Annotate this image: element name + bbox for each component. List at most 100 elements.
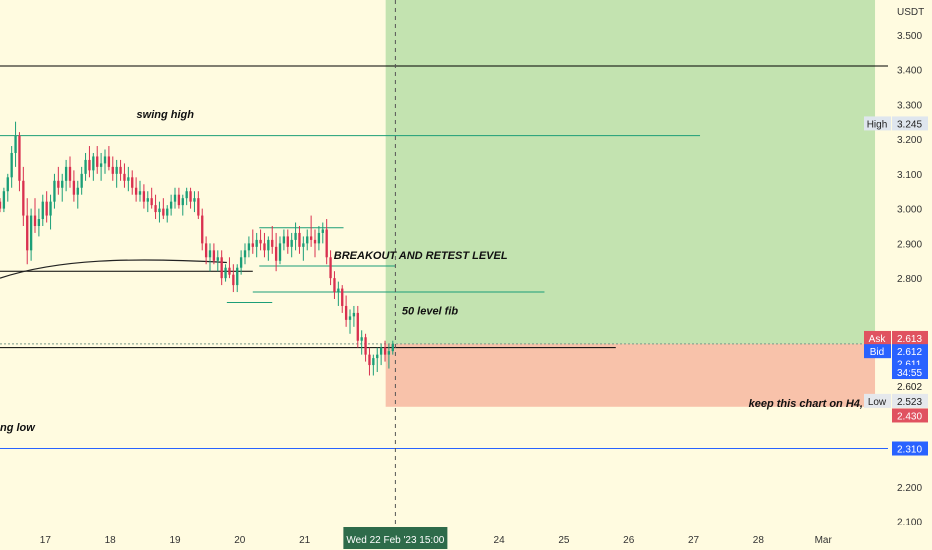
annotation-text: swing high (137, 109, 195, 121)
price-tick-label: 2.200 (897, 483, 922, 494)
candle (348, 309, 352, 334)
price-tag-name: Ask (869, 334, 887, 345)
candle-body (154, 205, 157, 213)
price-tag-box (892, 116, 928, 131)
candle-body (274, 246, 278, 261)
candle (49, 194, 52, 230)
candle (107, 146, 111, 171)
candle-body (325, 229, 328, 258)
price-tick-label: 3.500 (897, 31, 922, 42)
candle-body (228, 267, 231, 275)
candle-body (197, 198, 200, 216)
candle-body (33, 215, 37, 226)
price-tick-label: 3.100 (897, 170, 922, 181)
candle-body (68, 166, 72, 181)
candle (379, 344, 383, 366)
candle (197, 191, 200, 220)
price-tag-value: 2.310 (897, 445, 922, 456)
candle (286, 229, 289, 254)
candle (251, 229, 254, 254)
time-tick-label: 21 (299, 535, 311, 546)
candle (162, 198, 165, 220)
candle (337, 281, 340, 306)
candle-body (2, 191, 6, 209)
candle (185, 187, 188, 206)
candle-body (306, 236, 309, 244)
candle-body (103, 156, 107, 164)
candle-body (368, 354, 371, 366)
candle-body (107, 156, 111, 167)
candle (6, 173, 9, 202)
candle (146, 191, 149, 213)
price-tick-label: 3.000 (897, 205, 922, 216)
price-tag-value: 2.602 (897, 382, 922, 393)
candle-body (239, 257, 243, 268)
candle (247, 236, 251, 258)
candle (290, 232, 293, 258)
candle (329, 250, 332, 286)
candle-body (111, 166, 114, 174)
candle (282, 229, 286, 251)
candle-body (259, 239, 262, 244)
candle-body (313, 239, 317, 244)
candle (271, 225, 274, 254)
candle-body (185, 191, 188, 199)
candle (131, 170, 134, 195)
candle-body (333, 278, 336, 293)
crosshair-time-tag (343, 527, 448, 549)
candle (76, 180, 79, 209)
candle (220, 250, 223, 286)
candle (212, 243, 216, 265)
candle-body (189, 191, 192, 202)
candle (325, 219, 328, 265)
price-tag-value: 3.245 (897, 119, 922, 130)
price-tag-box (892, 393, 928, 408)
price-tag-value: 2.523 (897, 397, 922, 408)
candle-body (204, 243, 208, 258)
candle (298, 225, 301, 254)
candle (22, 166, 25, 226)
candle-body (53, 180, 56, 202)
candle (18, 132, 21, 192)
candle (383, 340, 387, 362)
candle (193, 191, 196, 213)
candle-body (356, 312, 359, 341)
candle-body (243, 250, 247, 258)
candle (368, 347, 371, 376)
time-tick-label: 28 (753, 535, 765, 546)
price-tick-label: 2.900 (897, 239, 922, 250)
candle-body (173, 194, 177, 202)
time-tick-label: 19 (169, 535, 181, 546)
candle-body (166, 208, 169, 216)
candle-body (286, 236, 289, 247)
candle (68, 156, 72, 188)
candle (309, 215, 313, 247)
price-tag-box (892, 408, 928, 423)
candle-body (10, 152, 13, 178)
price-tick-label: 3.200 (897, 135, 922, 146)
candle (255, 232, 258, 258)
price-tag-value: 34:55 (897, 368, 922, 379)
candle (134, 177, 138, 202)
candle-body (232, 274, 235, 286)
candle (317, 225, 321, 251)
candle-body (92, 156, 95, 171)
candle-body (201, 215, 204, 244)
candle (224, 264, 227, 282)
candle-body (84, 159, 87, 174)
candle-body (88, 159, 91, 171)
price-tag-value: 2.611 (897, 359, 922, 370)
price-axis-background[interactable] (888, 0, 932, 525)
candle (0, 198, 2, 213)
candle (302, 236, 305, 261)
time-axis-background[interactable] (0, 525, 932, 550)
candle-body (193, 198, 196, 202)
candle (228, 257, 231, 279)
price-tag-value: 2.613 (897, 334, 922, 345)
candle-body (251, 243, 254, 247)
candle (29, 208, 33, 261)
candle (14, 121, 17, 167)
price-tag-name-box (864, 344, 891, 359)
